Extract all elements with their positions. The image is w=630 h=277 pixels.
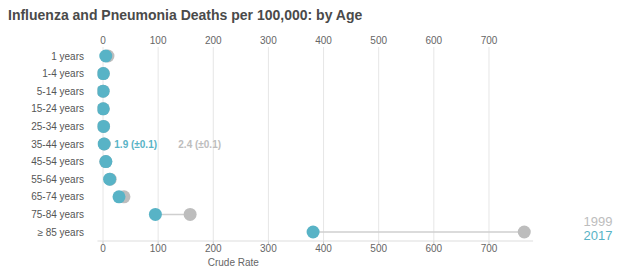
data-label: 2.4 (±0.1) xyxy=(178,139,221,150)
tick-label: 600 xyxy=(425,35,442,46)
tick-label: 400 xyxy=(315,243,332,254)
dot[interactable] xyxy=(97,85,109,98)
category-label: 55-64 years xyxy=(31,174,84,185)
tick-label: 300 xyxy=(260,35,277,46)
grid xyxy=(103,47,489,241)
dot[interactable] xyxy=(98,138,111,151)
tick-label: 100 xyxy=(150,35,167,46)
tick-label: 300 xyxy=(260,243,277,254)
dot[interactable] xyxy=(97,85,109,98)
tick-label: 200 xyxy=(205,35,222,46)
dot[interactable] xyxy=(99,155,112,168)
grid-line xyxy=(488,47,489,241)
dot[interactable] xyxy=(104,173,117,186)
dot[interactable] xyxy=(103,173,116,186)
dot[interactable] xyxy=(99,155,112,168)
category-label: 1-4 years xyxy=(42,68,84,79)
category-label: 5-14 years xyxy=(37,86,84,97)
dot[interactable] xyxy=(112,190,125,203)
chart-container: Influenza and Pneumonia Deaths per 100,0… xyxy=(0,0,630,277)
grid-line xyxy=(323,47,324,241)
x-axis-line xyxy=(97,241,533,242)
category-label: ≥ 85 years xyxy=(37,227,84,238)
data-label: 1.9 (±0.1) xyxy=(114,139,157,150)
tick-label: 0 xyxy=(100,35,106,46)
category-label: 1 years xyxy=(51,51,84,62)
dot[interactable] xyxy=(307,226,320,239)
grid-line xyxy=(433,47,434,241)
category-label: 15-24 years xyxy=(31,103,84,114)
x-axis-label: Crude Rate xyxy=(208,257,260,268)
dot[interactable] xyxy=(99,50,112,63)
dot[interactable] xyxy=(97,120,110,133)
tick-label: 0 xyxy=(100,243,106,254)
dot[interactable] xyxy=(97,120,110,133)
tick-label: 200 xyxy=(205,243,222,254)
title: Influenza and Pneumonia Deaths per 100,0… xyxy=(8,7,362,23)
tick-label: 400 xyxy=(315,35,332,46)
legend-entry: 2017 xyxy=(584,228,613,243)
dot[interactable] xyxy=(184,208,197,221)
dot[interactable] xyxy=(518,226,531,239)
grid-line xyxy=(378,47,379,241)
category-label: 45-54 years xyxy=(31,156,84,167)
grid-line xyxy=(268,47,269,241)
tick-label: 500 xyxy=(370,35,387,46)
legend-entry: 1999 xyxy=(584,214,613,229)
tick-label: 700 xyxy=(481,35,498,46)
chart-svg: Influenza and Pneumonia Deaths per 100,0… xyxy=(0,0,630,277)
dot[interactable] xyxy=(97,102,109,115)
category-label: 75-84 years xyxy=(31,209,84,220)
tick-label: 100 xyxy=(150,243,167,254)
category-label: 35-44 years xyxy=(31,139,84,150)
dot[interactable] xyxy=(98,138,111,151)
tick-label: 700 xyxy=(481,243,498,254)
category-label: 25-34 years xyxy=(31,121,84,132)
dot[interactable] xyxy=(97,67,109,80)
dot[interactable] xyxy=(149,208,162,221)
connector xyxy=(313,231,524,233)
dot[interactable] xyxy=(97,67,109,80)
marks xyxy=(97,50,530,239)
tick-label: 500 xyxy=(370,243,387,254)
tick-label: 600 xyxy=(425,243,442,254)
category-label: 65-74 years xyxy=(31,191,84,202)
dot[interactable] xyxy=(97,102,109,115)
